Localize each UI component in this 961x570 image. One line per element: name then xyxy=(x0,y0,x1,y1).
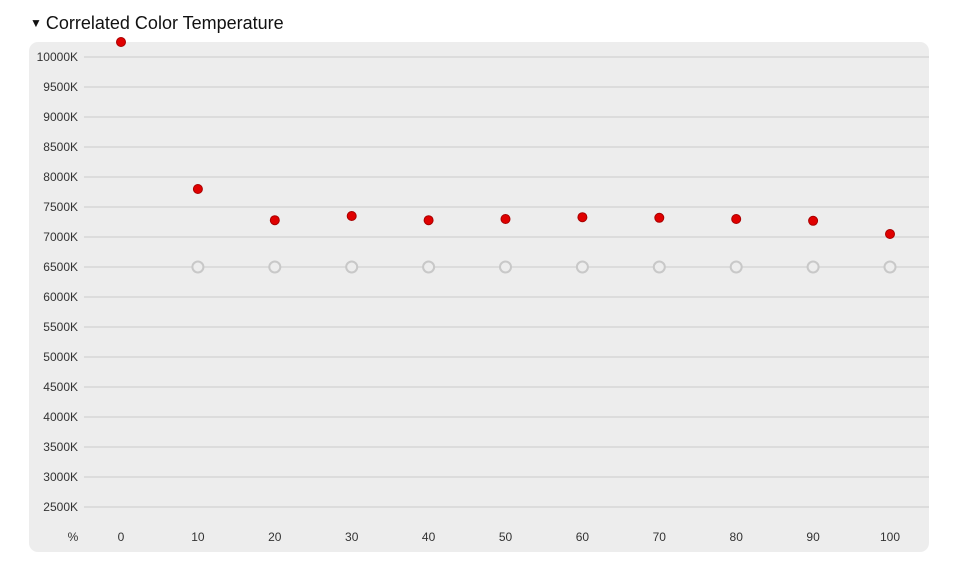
y-tick-label: 5500K xyxy=(43,320,78,334)
section-title: Correlated Color Temperature xyxy=(45,12,284,33)
measured-point xyxy=(654,212,665,223)
collapse-triangle-icon[interactable]: ▼ xyxy=(30,16,42,30)
measured-point xyxy=(423,215,434,226)
target-point xyxy=(345,260,359,274)
y-tick-label: 2500K xyxy=(43,500,78,514)
measured-point xyxy=(577,212,588,223)
grid-lines xyxy=(84,56,929,508)
y-tick-label: 7500K xyxy=(43,200,78,214)
x-tick-label: 0 xyxy=(118,530,125,544)
measured-point xyxy=(346,211,357,221)
measured-point xyxy=(192,184,203,194)
measured-point xyxy=(500,214,511,224)
x-tick-label: 70 xyxy=(653,530,667,544)
y-tick-label: 8500K xyxy=(43,140,78,154)
y-tick-label: 4000K xyxy=(43,410,78,424)
x-tick-label: 20 xyxy=(268,530,282,544)
target-point xyxy=(729,260,743,274)
y-axis-tick-labels: 10000K 9500K 9000K 8500K 8000K 7500K 7000K 6500… xyxy=(37,50,78,514)
target-point xyxy=(422,260,436,274)
y-tick-label: 7000K xyxy=(43,230,78,244)
section-header-toggle[interactable]: ▼ Correlated Color Temperature xyxy=(30,11,284,35)
y-tick-label: 6500K xyxy=(43,260,78,274)
measured-point xyxy=(116,37,126,47)
x-tick-label: 30 xyxy=(345,530,359,544)
target-point xyxy=(191,260,205,274)
x-axis-tick-labels: % 0 10 20 30 40 50 60 70 80 90 100 xyxy=(68,530,901,544)
measured-series xyxy=(116,37,895,239)
measured-point xyxy=(885,229,895,239)
target-point xyxy=(575,260,589,274)
x-tick-label: 90 xyxy=(806,530,820,544)
x-tick-label: 40 xyxy=(422,530,436,544)
target-point xyxy=(883,260,897,274)
y-tick-label: 3500K xyxy=(43,440,78,454)
y-tick-label: 8000K xyxy=(43,170,78,184)
target-point xyxy=(806,260,820,274)
y-tick-label: 5000K xyxy=(43,350,78,364)
target-point xyxy=(652,260,666,274)
measured-point xyxy=(731,214,742,224)
target-point xyxy=(499,260,512,274)
y-tick-label: 10000K xyxy=(37,50,78,64)
x-axis-label: % xyxy=(68,530,79,544)
x-tick-label: 10 xyxy=(191,530,205,544)
target-series xyxy=(191,260,897,274)
target-point xyxy=(268,260,282,274)
y-tick-label: 4500K xyxy=(43,380,78,394)
y-tick-label: 3000K xyxy=(43,470,78,484)
x-tick-label: 100 xyxy=(880,530,900,544)
x-tick-label: 80 xyxy=(730,530,744,544)
measured-point xyxy=(269,215,280,226)
y-tick-label: 9500K xyxy=(43,80,78,94)
x-tick-label: 60 xyxy=(576,530,590,544)
measured-point xyxy=(808,215,819,226)
y-tick-label: 6000K xyxy=(43,290,78,304)
x-tick-label: 50 xyxy=(499,530,513,544)
y-tick-label: 9000K xyxy=(43,110,78,124)
